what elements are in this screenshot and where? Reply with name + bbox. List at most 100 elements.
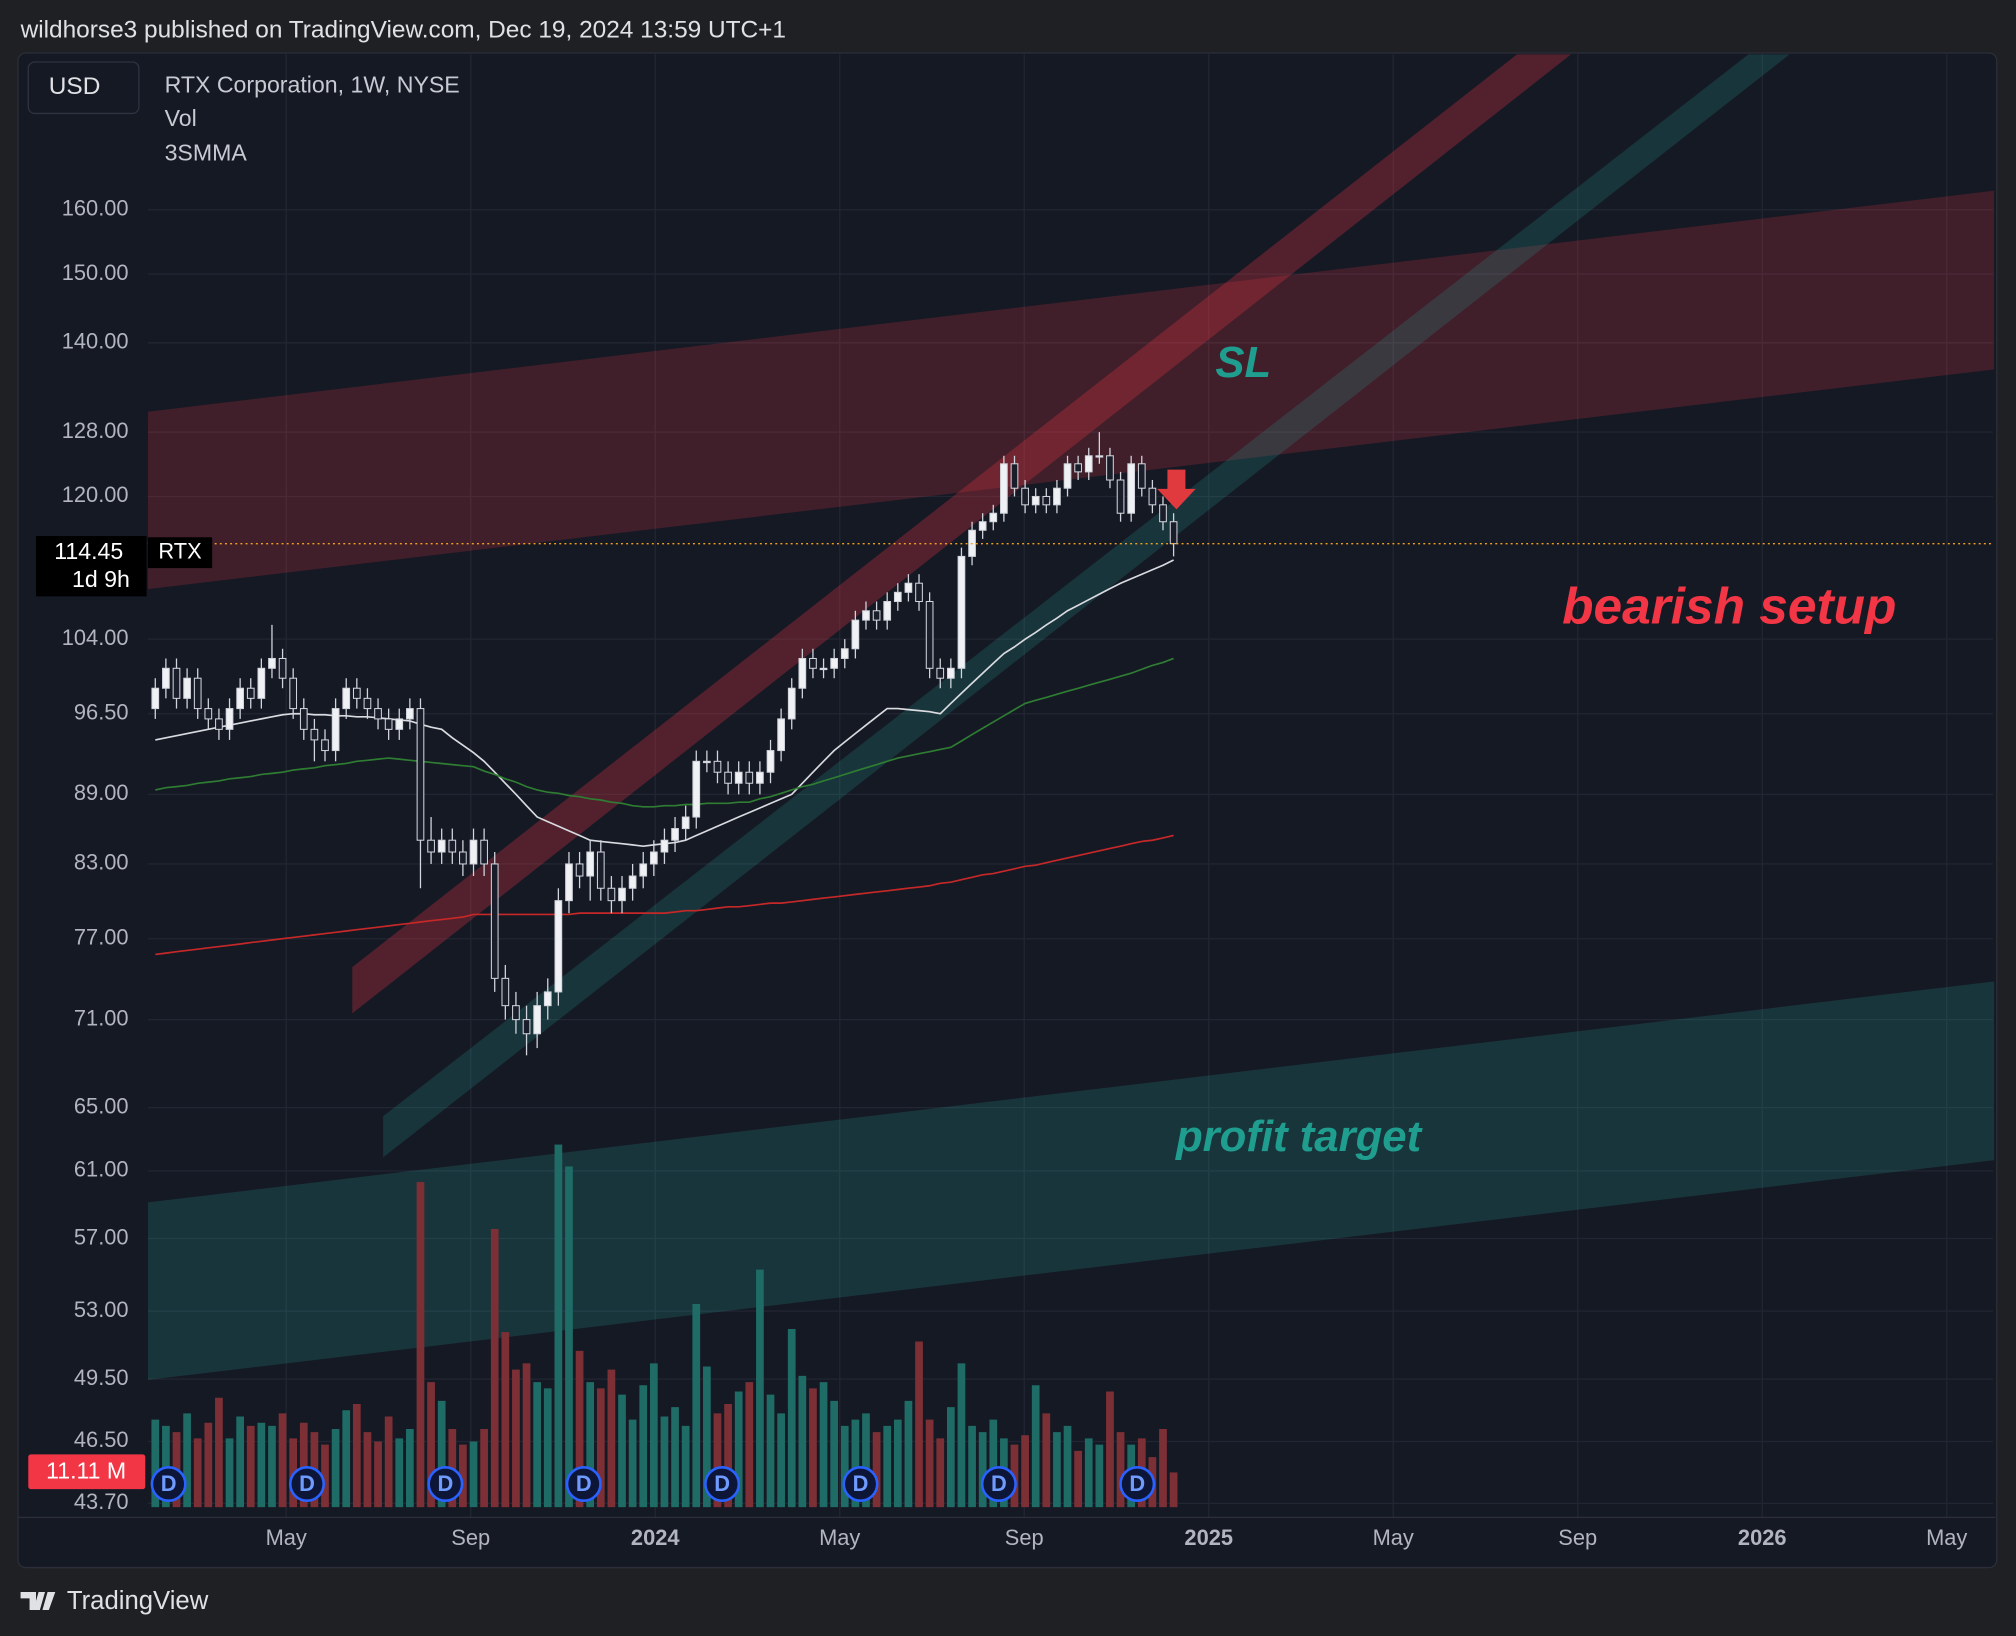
candle-body — [618, 887, 626, 902]
candle-body — [840, 648, 849, 659]
teal-trend-band — [383, 54, 1790, 1158]
dividend-marker — [427, 1466, 464, 1502]
x-tick-label: May — [266, 1525, 307, 1550]
volume-bar — [681, 1425, 690, 1508]
volume-bar — [893, 1419, 902, 1508]
volume-bar — [862, 1413, 870, 1508]
x-tick-label: May — [1373, 1525, 1414, 1550]
volume-bar — [501, 1332, 510, 1508]
candle-body — [915, 582, 923, 603]
volume-bar — [193, 1438, 202, 1508]
x-tick-label: 2024 — [631, 1525, 680, 1550]
candle-body — [554, 900, 563, 993]
candle-body — [639, 863, 648, 877]
symbol-legend: RTX Corporation, 1W, NYSE — [165, 72, 460, 98]
volume-bar — [628, 1419, 637, 1508]
volume-bar — [1159, 1429, 1167, 1508]
candle-body — [363, 697, 372, 710]
volume-bar — [978, 1432, 987, 1508]
volume-bar — [522, 1363, 531, 1508]
candle-body — [352, 687, 361, 699]
dividend-label: D — [1129, 1471, 1145, 1496]
volume-label: 11.11 M — [46, 1458, 126, 1484]
candle-body — [1042, 495, 1051, 506]
candle-body — [1169, 521, 1178, 545]
volume-bar — [586, 1382, 595, 1508]
candle-body — [459, 851, 467, 865]
candle-body — [522, 1019, 531, 1035]
candle-body — [978, 521, 987, 531]
candle-body — [236, 687, 244, 710]
candle-body — [904, 582, 913, 593]
candle-body — [1063, 463, 1072, 489]
candle-body — [607, 887, 616, 902]
candle-body — [204, 708, 213, 720]
dividend-marker — [842, 1466, 879, 1502]
dividend-marker — [288, 1466, 325, 1502]
volume-bar — [777, 1413, 785, 1508]
candle-body — [1116, 479, 1125, 514]
volume-bar — [787, 1328, 796, 1508]
candle-body — [246, 687, 255, 699]
candle-body — [883, 600, 892, 621]
volume-bar — [204, 1422, 213, 1508]
volume-bar — [225, 1438, 234, 1508]
candle-body — [1095, 455, 1104, 458]
volume-legend: Vol — [165, 105, 197, 131]
price-label: 114.45 — [54, 538, 123, 564]
candle-body — [1053, 487, 1061, 506]
y-tick-label: 57.00 — [74, 1224, 129, 1249]
y-tick-label: 46.50 — [74, 1427, 129, 1452]
drawings — [147, 54, 1995, 1380]
dividend-marker — [980, 1466, 1017, 1502]
currency-label[interactable]: USD — [49, 73, 101, 100]
y-tick-label: 61.00 — [74, 1157, 129, 1182]
dividend-label: D — [714, 1471, 730, 1496]
volume-bar — [734, 1391, 743, 1508]
candle-body — [193, 677, 202, 710]
volume-bar — [968, 1425, 976, 1508]
dividend-marker — [565, 1466, 602, 1502]
volume-bar — [660, 1416, 669, 1508]
candle-body — [490, 863, 499, 979]
candle-body — [893, 591, 902, 603]
y-tick-label: 140.00 — [62, 329, 129, 354]
candle-body — [183, 677, 191, 699]
x-tick-label: 2026 — [1738, 1525, 1787, 1550]
candle-body — [331, 708, 340, 752]
candle-body — [936, 667, 945, 679]
price-label-box — [36, 535, 147, 597]
volume-bar — [543, 1388, 552, 1508]
x-tick-label: May — [819, 1525, 860, 1550]
candle-body — [268, 657, 276, 669]
volume-bar — [1095, 1444, 1104, 1508]
publisher-line: wildhorse3 published on TradingView.com,… — [20, 17, 786, 44]
candle-body — [565, 863, 573, 902]
candle-body — [766, 750, 775, 773]
candle-body — [278, 657, 287, 679]
candle-body — [374, 708, 382, 720]
volume-bar — [416, 1182, 425, 1508]
y-tick-label: 104.00 — [62, 625, 129, 650]
volume-bar — [840, 1425, 849, 1508]
volume-bar — [1042, 1413, 1051, 1508]
candle-body — [448, 839, 457, 853]
x-axis: May Sep 2024 May Sep 2025 May Sep 2026 May — [18, 1516, 1996, 1550]
volume-bar — [925, 1419, 934, 1508]
candle-body — [777, 718, 785, 752]
volume-bar — [904, 1400, 913, 1508]
dividend-label: D — [437, 1471, 453, 1496]
x-tick-label: Sep — [451, 1525, 490, 1550]
candle-body — [310, 728, 319, 741]
candle-body — [172, 667, 181, 699]
candle-body — [501, 977, 510, 1007]
volume-bar — [745, 1382, 754, 1508]
indicator-legend: 3SMMA — [165, 140, 248, 166]
profit-label: profit target — [1175, 1112, 1424, 1161]
currency-button[interactable] — [27, 61, 140, 115]
candle-body — [162, 667, 170, 689]
candle-body — [1021, 487, 1029, 506]
volume-bar — [851, 1419, 860, 1508]
volume-bar — [384, 1416, 393, 1508]
